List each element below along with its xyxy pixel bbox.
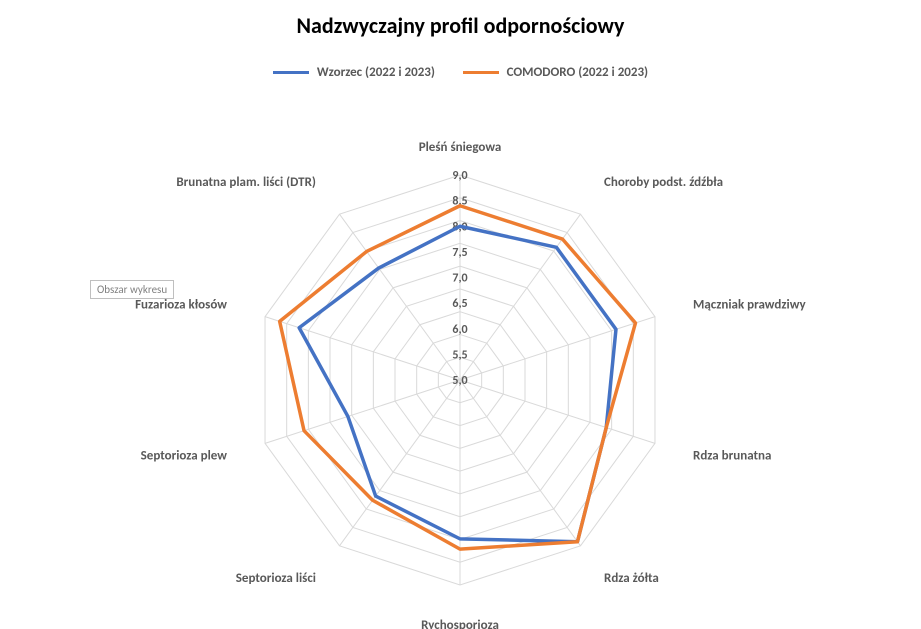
axis-tick-label: 6,5	[452, 297, 467, 311]
axis-tick-label: 7,0	[452, 272, 467, 286]
radar-chart-container: Nadzwyczajny profil odpornościowy Wzorze…	[0, 0, 921, 629]
grid-spoke	[340, 214, 460, 380]
category-label: Septorioza plew	[141, 449, 228, 464]
category-label: Pleśń śniegowa	[419, 140, 502, 155]
category-label: Mączniak prawdziwy	[693, 297, 806, 312]
category-label: Rdza brunatna	[693, 449, 771, 464]
category-label: Fuzarioza kłosów	[135, 297, 227, 312]
grid-spoke	[340, 380, 460, 546]
category-label: Septorioza liści	[236, 571, 316, 586]
category-label: Brunatna plam. liści (DTR)	[176, 175, 316, 190]
grid-spoke	[460, 317, 655, 380]
axis-tick-label: 6,0	[452, 323, 467, 337]
axis-tick-label: 5,0	[452, 374, 467, 388]
axis-tick-label: 9,0	[452, 169, 467, 183]
axis-tick-label: 7,5	[452, 246, 467, 260]
category-label: Rychosporioza	[421, 618, 499, 629]
grid-spoke	[460, 380, 580, 546]
chart-area-tooltip: Obszar wykresu	[90, 280, 174, 299]
grid-spoke	[265, 317, 460, 380]
radar-chart[interactable]: 5,05,56,06,57,07,58,08,59,0Pleśń śniegow…	[0, 0, 921, 629]
category-label: Rdza żółta	[604, 571, 659, 586]
axis-tick-label: 5,5	[452, 348, 467, 362]
grid-spoke	[460, 380, 655, 443]
category-label: Choroby podst. źdźbła	[604, 175, 723, 190]
